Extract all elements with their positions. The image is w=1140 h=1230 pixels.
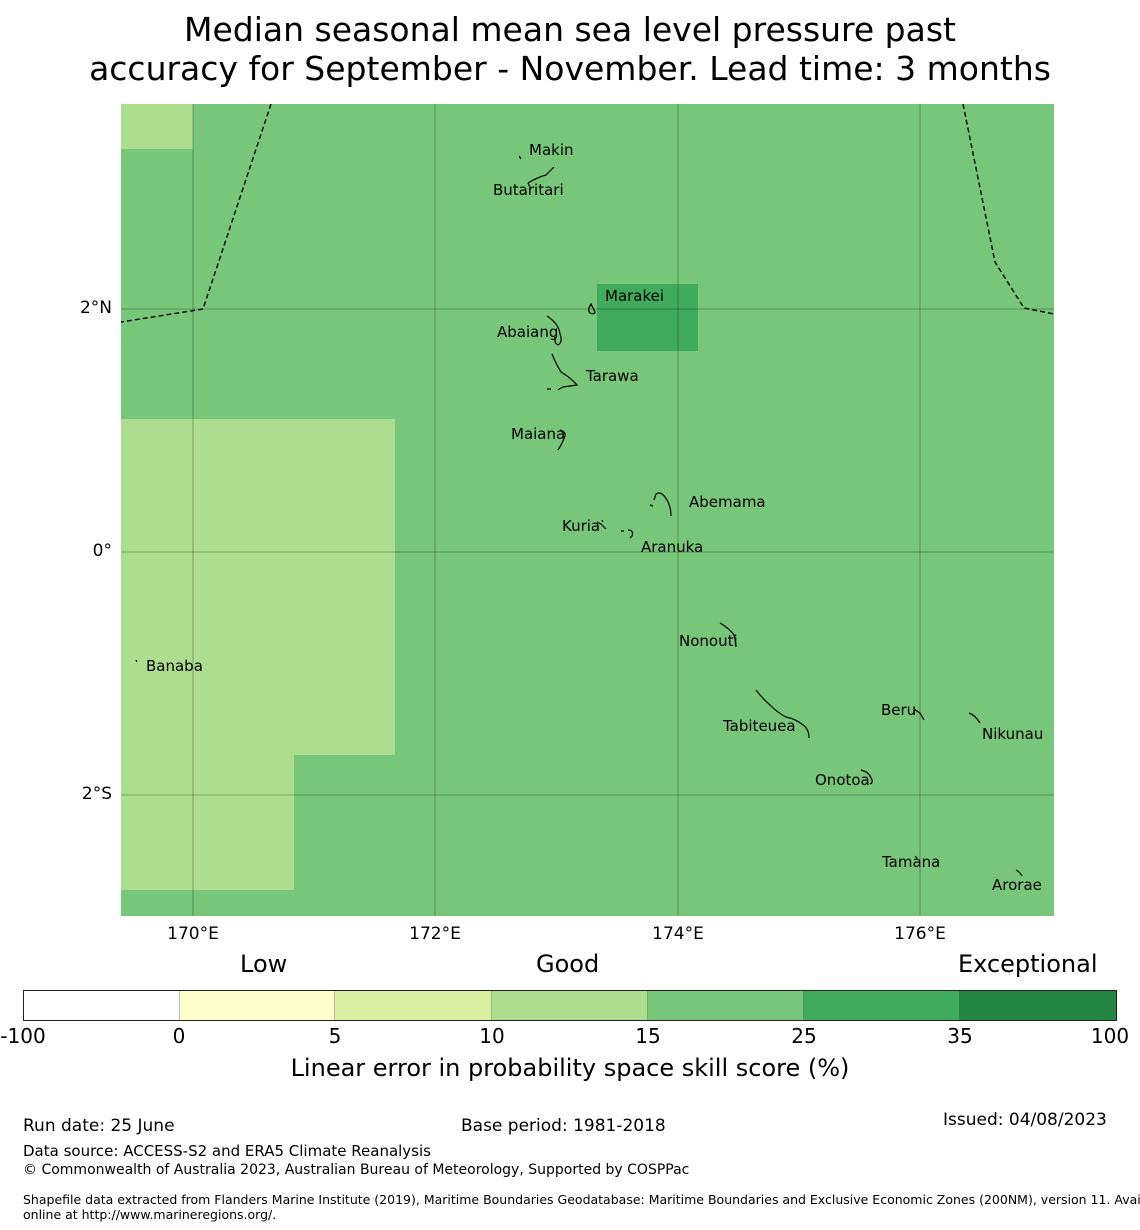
colorbar-tick-0: 0 [172,1024,186,1048]
kuria-outline-icon [596,519,607,530]
colorbar-tick-35: 35 [947,1024,973,1048]
colorbar-segment-15-25 [647,991,804,1020]
island-label-kuria: Kuria [562,517,600,535]
beru-outline-icon [913,708,925,721]
copyright: © Commonwealth of Australia 2023, Austra… [23,1162,690,1178]
colorbar-tick-10: 10 [479,1024,505,1048]
colorbar-tick-neg100: -100 [0,1024,46,1048]
island-label-marakei: Marakei [605,287,664,305]
marakei-outline-icon [588,302,596,315]
island-label-tarawa: Tarawa [585,367,639,385]
colorbar-tick-100: 100 [1090,1024,1130,1048]
nikunau-outline-icon [968,712,981,724]
eez-boundary [120,103,1055,323]
tamana-outline-icon [914,855,918,859]
colorbar [23,990,1117,1021]
colorbar-category-good: Good [536,950,600,978]
island-label-aranuka: Aranuka [641,538,703,556]
skill-cell-low-topleft [121,104,193,149]
island-label-beru: Beru [881,701,916,719]
issued-date: Issued: 04/08/2023 [943,1110,1107,1130]
island-label-tabiteuea: Tabiteuea [722,717,796,735]
run-date: Run date: 25 June [23,1116,175,1136]
makin-outline-icon [518,155,522,160]
lat-tick-2n: 2°N [79,298,112,318]
colorbar-segment-0-5 [179,991,336,1020]
banaba-outline-icon [135,659,138,663]
abaiang-outline-icon [546,315,562,346]
island-label-banaba: Banaba [146,657,203,675]
lon-tick-172e: 172°E [409,924,461,944]
colorbar-segment-neg100-0 [24,991,180,1020]
island-label-abaiang: Abaiang [497,323,558,341]
title-line-2: accuracy for September - November. Lead … [89,49,1051,88]
island-label-butaritari: Butaritari [493,181,564,199]
island-label-nikunau: Nikunau [982,725,1043,743]
island-label-tamana: Tamana [881,853,940,871]
colorbar-category-low: Low [240,950,288,978]
colorbar-segment-5-10 [335,991,493,1020]
tarawa-outline-icon [547,353,579,391]
colorbar-segment-10-15 [492,991,648,1020]
arorae-outline-icon [1015,869,1023,877]
island-label-maiana: Maiana [511,425,565,443]
island-label-onotoa: Onotoa [815,771,870,789]
island-label-abemama: Abemama [689,493,766,511]
data-source: Data source: ACCESS-S2 and ERA5 Climate … [23,1142,431,1160]
colorbar-tick-5: 5 [328,1024,342,1048]
colorbar-segment-25-35 [803,991,961,1020]
colorbar-category-exceptional: Exceptional [958,950,1098,978]
island-outlines [135,155,1023,877]
skill-cell-high [597,284,698,351]
tabiteuea-outline-icon [755,689,810,739]
onotoa-outline-icon [860,769,873,785]
lat-tick-2s: 2°S [81,784,112,804]
butaritari-outline-icon [527,166,555,188]
skill-cell-low-southwest [121,755,294,890]
colorbar-label: Linear error in probability space skill … [290,1054,850,1082]
lon-tick-174e: 174°E [652,924,704,944]
nonouti-outline-icon [719,622,737,648]
base-period: Base period: 1981-2018 [461,1116,666,1136]
island-label-nonouti: Nonouti [679,632,738,650]
map-panel: Makin Butaritari Marakei Abaiang Tarawa … [120,103,1055,916]
island-label-makin: Makin [529,141,574,159]
island-label-arorae: Arorae [992,876,1042,894]
lat-tick-0: 0° [92,541,112,561]
shapefile-credit-line-2: online at http://www.marineregions.org/. [23,1207,277,1222]
colorbar-tick-15: 15 [635,1024,661,1048]
gridlines [121,104,1054,916]
abemama-outline-icon [649,492,672,517]
lon-tick-170e: 170°E [167,924,219,944]
colorbar-segment-35-100 [960,991,1117,1020]
chart-title: Median seasonal mean sea level pressure … [0,10,1140,88]
island-labels: Makin Butaritari Marakei Abaiang Tarawa … [146,141,1043,894]
maiana-outline-icon [557,429,566,451]
title-line-1: Median seasonal mean sea level pressure … [184,10,956,49]
lon-tick-176e: 176°E [894,924,946,944]
colorbar-tick-25: 25 [791,1024,817,1048]
shapefile-credit-line-1: Shapefile data extracted from Flanders M… [23,1192,1140,1207]
skill-cell-low-west [121,419,395,755]
aranuka-outline-icon [621,529,634,539]
